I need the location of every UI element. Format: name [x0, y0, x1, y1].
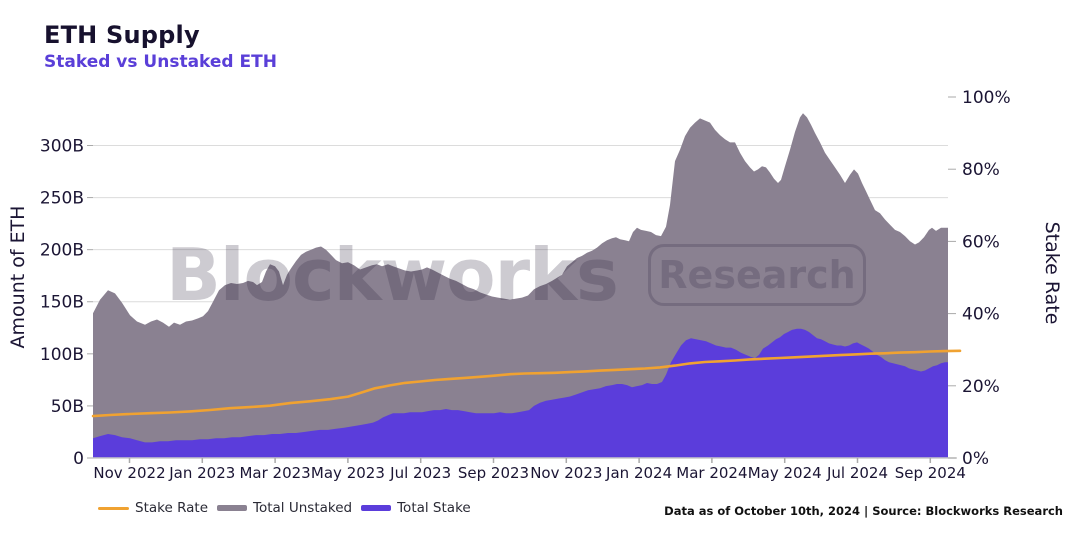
x-tick-label: Jul 2023 — [389, 464, 451, 482]
x-tick-label: Jul 2024 — [826, 464, 888, 482]
x-tick-label: May 2023 — [311, 464, 385, 482]
y-right-tick-label: 40% — [962, 305, 1000, 325]
x-tick-label: Jan 2024 — [605, 464, 672, 482]
y-left-tick-label: 50B — [51, 397, 84, 417]
chart-header: ETH Supply Staked vs Unstaked ETH — [44, 21, 277, 73]
legend-item-total-unstaked[interactable]: Total Unstaked — [217, 500, 352, 516]
x-tick-label: Sep 2023 — [458, 464, 529, 482]
y-right-tick-label: 20% — [962, 377, 1000, 397]
x-tick-label: Mar 2023 — [239, 464, 310, 482]
total-stake-area-swatch — [361, 505, 392, 511]
y-left-tick-label: 200B — [40, 241, 84, 261]
y-left-tick-label: 100B — [40, 345, 84, 365]
legend-item-total-stake[interactable]: Total Stake — [361, 500, 471, 516]
legend-item-stake-rate[interactable]: Stake Rate — [98, 500, 208, 516]
y-left-tick-label: 0 — [73, 449, 84, 469]
x-tick-label: Mar 2024 — [676, 464, 747, 482]
y-left-tick-label: 300B — [40, 136, 84, 156]
page-title: ETH Supply — [44, 21, 200, 49]
x-tick-label: May 2024 — [748, 464, 822, 482]
left-axis-title: Amount of ETH — [7, 206, 29, 349]
x-tick-label: Jan 2023 — [168, 464, 235, 482]
x-tick-label: Nov 2022 — [93, 464, 165, 482]
legend: Stake Rate Total Unstaked Total Stake — [98, 500, 471, 516]
y-right-tick-label: 60% — [962, 232, 1000, 252]
y-right-tick-label: 100% — [962, 88, 1011, 108]
y-left-tick-label: 250B — [40, 189, 84, 209]
stake-rate-line — [91, 349, 962, 418]
y-right-tick-label: 80% — [962, 160, 1000, 180]
source-footnote: Data as of October 10th, 2024 | Source: … — [664, 504, 1063, 518]
right-axis-title: Stake Rate — [1041, 222, 1063, 325]
stake-rate-line-swatch — [98, 506, 129, 510]
legend-label: Total Stake — [397, 500, 471, 516]
page-subtitle: Staked vs Unstaked ETH — [44, 52, 277, 72]
legend-label: Total Unstaked — [253, 500, 353, 516]
total-unstaked-area-swatch — [217, 505, 248, 511]
x-tick-label: Nov 2023 — [530, 464, 602, 482]
legend-label: Stake Rate — [135, 500, 209, 516]
y-right-tick-label: 0% — [962, 449, 989, 469]
x-tick-label: Sep 2024 — [895, 464, 966, 482]
y-left-tick-label: 150B — [40, 293, 84, 313]
